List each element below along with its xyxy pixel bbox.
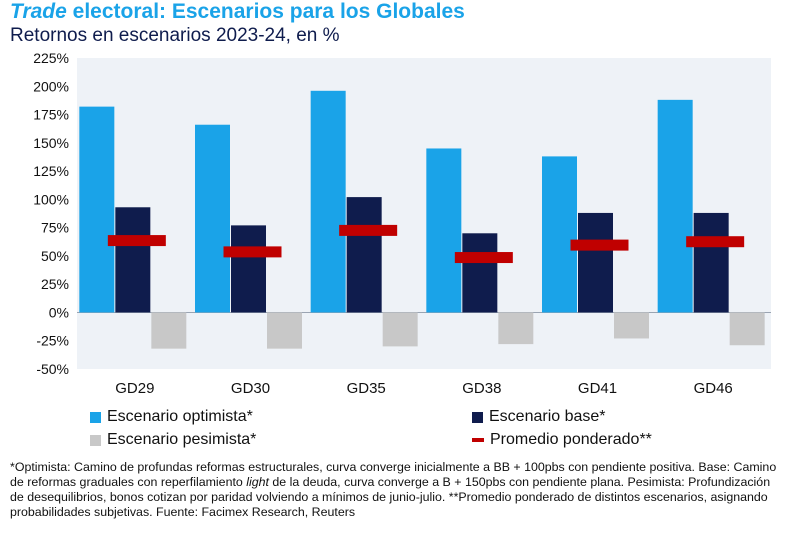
x-tick-label: GD30 — [231, 380, 270, 397]
bar-chart: 225% 200% 175% 150% 125% 100% 75% 50% 25% 0% -25% -… — [33, 50, 771, 397]
x-tick-label: GD41 — [578, 380, 617, 397]
marker-promedio — [223, 246, 282, 258]
marker-promedio — [339, 224, 398, 236]
legend-item-promedio: Promedio ponderado** — [472, 431, 652, 449]
legend-swatch-optimista — [90, 411, 101, 423]
marker-promedio — [454, 252, 513, 264]
legend-swatch-base — [472, 411, 483, 423]
y-tick-label: -25% — [36, 333, 69, 349]
plot-area — [77, 58, 771, 369]
legend-label-pesimista: Escenario pesimista* — [107, 431, 257, 448]
chart-title: Trade electoral: Escenarios para los Glo… — [10, 0, 465, 24]
legend-label-base: Escenario base* — [489, 408, 606, 425]
y-tick-label: 175% — [33, 107, 69, 123]
legend-item-pesimista: Escenario pesimista* — [90, 431, 256, 449]
bar-optimista — [426, 148, 462, 313]
legend-label-optimista: Escenario optimista* — [107, 408, 253, 425]
y-tick-label: 0% — [49, 304, 69, 320]
bar-optimista — [79, 106, 115, 313]
x-tick-label: GD29 — [115, 380, 154, 397]
footnote-part1: *Optimista: Camino de profundas reformas… — [10, 460, 777, 489]
bar-base — [462, 233, 498, 313]
bar-pesimista — [498, 312, 534, 345]
title-italic: Trade — [10, 0, 67, 23]
y-tick-label: 150% — [33, 135, 69, 151]
legend-item-optimista: Escenario optimista* — [90, 408, 253, 426]
bar-base — [693, 212, 729, 313]
y-tick-label: 125% — [33, 163, 69, 179]
marker-promedio — [570, 239, 629, 251]
y-tick-label: 25% — [41, 276, 69, 292]
y-tick-label: 75% — [41, 220, 69, 236]
y-tick-label: 100% — [33, 191, 69, 207]
footnote-part2: de la deuda, curva converge a B + 150pbs… — [10, 475, 771, 519]
bar-optimista — [310, 90, 346, 313]
legend-swatch-pesimista — [90, 434, 101, 446]
footnote-italic: light — [246, 475, 269, 489]
x-tick-label: GD35 — [347, 380, 386, 397]
bar-pesimista — [729, 312, 765, 346]
y-tick-label: 50% — [41, 248, 69, 264]
bar-base — [346, 197, 382, 313]
marker-promedio — [686, 236, 745, 248]
chart-subtitle: Retornos en escenarios 2023-24, en % — [10, 25, 340, 46]
legend-label-promedio: Promedio ponderado** — [490, 431, 652, 448]
legend-swatch-promedio — [472, 438, 484, 442]
bar-base — [231, 225, 266, 313]
y-tick-label: 225% — [33, 50, 69, 66]
bar-base — [115, 207, 151, 313]
bar-optimista — [195, 124, 230, 313]
x-tick-label: GD46 — [694, 380, 733, 397]
bar-optimista — [657, 99, 693, 313]
y-tick-label: -50% — [36, 361, 69, 377]
bar-pesimista — [614, 312, 649, 339]
x-tick-label: GD38 — [462, 380, 501, 397]
bar-base — [578, 212, 613, 313]
bar-pesimista — [267, 312, 302, 349]
marker-promedio — [107, 235, 166, 247]
title-rest: electoral: Escenarios para los Globales — [66, 0, 465, 23]
bar-optimista — [542, 156, 577, 313]
bar-pesimista — [151, 312, 187, 349]
bar-pesimista — [382, 312, 418, 347]
legend-item-base: Escenario base* — [472, 408, 606, 426]
footnote: *Optimista: Camino de profundas reformas… — [10, 460, 780, 520]
y-tick-label: 200% — [33, 78, 69, 94]
